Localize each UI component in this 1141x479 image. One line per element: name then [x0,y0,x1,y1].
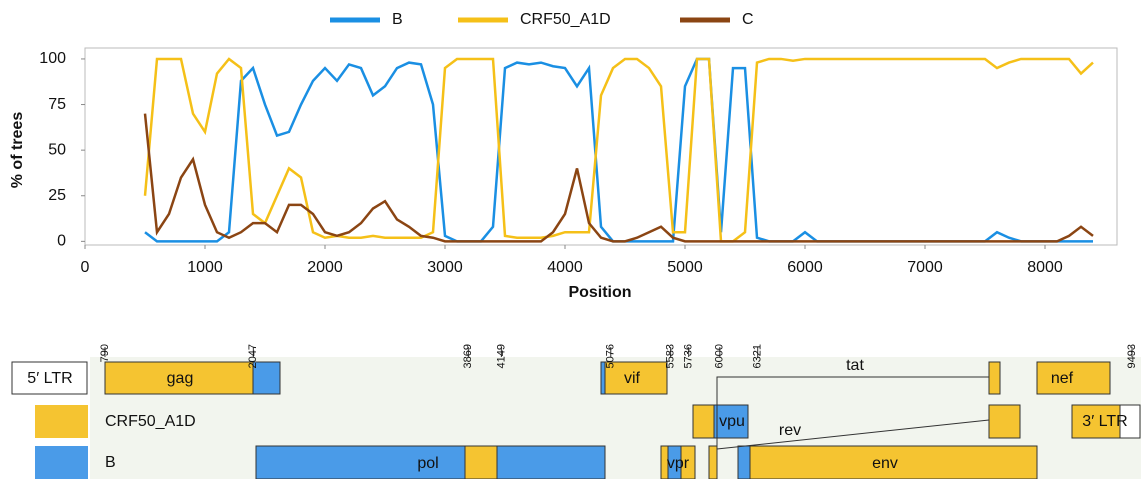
gene-box [692,404,715,439]
y-axis-label: % of trees [9,112,26,189]
breakpoint-label: 3869 [462,344,474,368]
legend-label: B [392,11,403,28]
gene-label: vpu [719,413,745,430]
legend-label: C [742,11,754,28]
gene-box [1071,404,1121,439]
breakpoint-label: 790 [99,344,111,362]
gene-box [708,445,718,479]
gene-label: env [872,455,898,472]
x-tick-label: 2000 [307,259,343,276]
gene-box [1036,361,1111,395]
gene-label: rev [779,422,801,439]
breakpoint-label: 9493 [1126,344,1138,368]
gene-label: gag [167,370,194,387]
splice-line [716,376,989,446]
x-tick-label: 6000 [787,259,823,276]
x-tick-label: 7000 [907,259,943,276]
legend-swatch [35,446,88,479]
gene-label: 3′ LTR [1082,413,1127,430]
legend-label: CRF50_A1D [520,11,611,28]
x-tick-label: 0 [81,259,90,276]
gene-box [464,445,498,479]
x-tick-label: 5000 [667,259,703,276]
x-tick-label: 4000 [547,259,583,276]
y-tick-label: 100 [39,50,66,67]
gene-box [252,361,281,395]
breakpoint-label: 5076 [605,344,617,368]
splice-line [716,419,990,450]
gene-box [600,361,606,395]
breakpoint-label: 6321 [752,344,764,368]
y-tick-label: 0 [57,233,66,250]
gene-label: nef [1051,370,1074,387]
x-tick-label: 3000 [427,259,463,276]
x-tick-label: 8000 [1027,259,1063,276]
gene-label: vif [624,370,641,387]
gene-label: tat [846,357,864,374]
gene-box [737,445,1038,479]
gene-box [667,445,682,479]
legend-swatch [35,405,88,438]
gene-box [600,361,668,395]
y-tick-label: 75 [48,96,66,113]
gene-box [737,445,751,479]
gene-box [988,361,1001,395]
y-tick-label: 50 [48,141,66,158]
x-axis-label: Position [568,284,631,301]
breakpoint-label: 5736 [683,344,695,368]
gene-box [11,361,88,395]
legend-label: B [105,454,116,471]
genome-map [11,361,1141,479]
breakpoint-label: 5583 [665,344,677,368]
gene-box [104,361,254,395]
legend-label: CRF50_A1D [105,413,196,430]
gene-box [713,404,749,439]
series-line [143,57,1094,243]
gene-label: 5′ LTR [27,370,72,387]
breakpoint-label: 4149 [495,344,507,368]
y-tick-label: 25 [48,187,66,204]
series-line [143,113,1094,243]
gene-box [496,445,606,479]
gene-box [988,404,1021,439]
x-tick-label: 1000 [187,259,223,276]
breakpoint-label: 6000 [714,344,726,368]
gene-label: pol [417,455,438,472]
gene-label: vpr [667,455,690,472]
breakpoint-label: 2047 [247,344,259,368]
